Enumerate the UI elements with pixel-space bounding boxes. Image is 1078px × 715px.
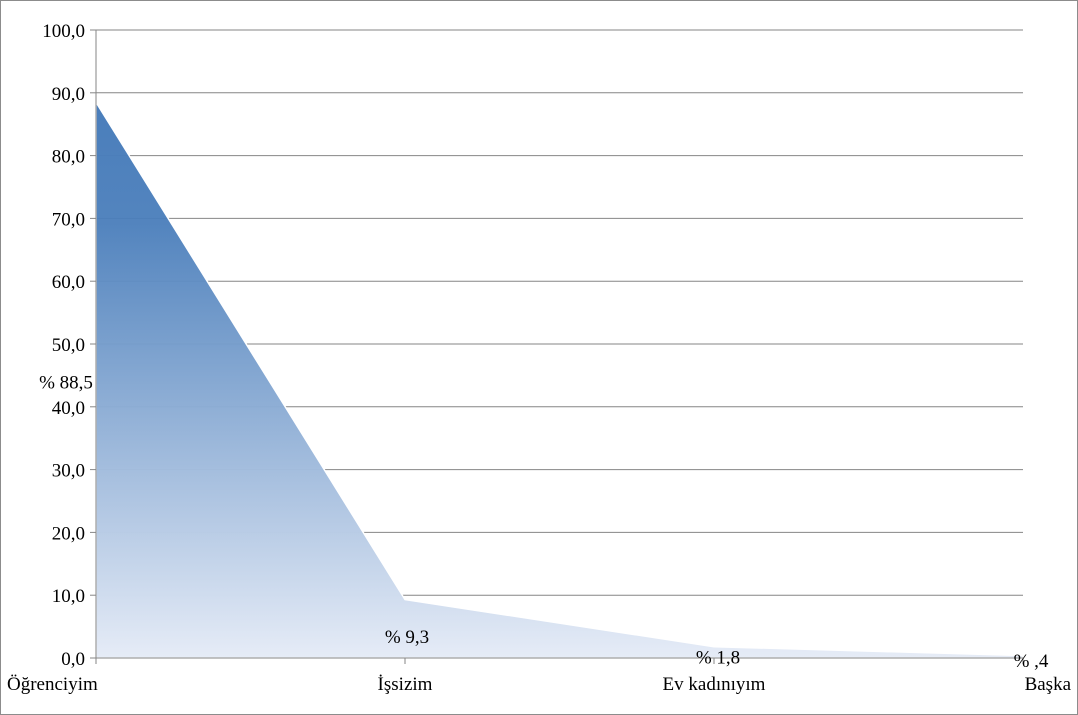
y-tick-label: 10,0 xyxy=(52,586,85,607)
y-tick-label: 90,0 xyxy=(52,84,85,105)
x-category-label: İşsizim xyxy=(378,674,433,695)
y-tick-label: 20,0 xyxy=(52,523,85,544)
y-tick-label: 80,0 xyxy=(52,147,85,168)
x-category-label: Ev kadınıyım xyxy=(663,674,766,695)
y-tick-label: 0,0 xyxy=(61,649,85,670)
data-label: % 1,8 xyxy=(696,648,740,669)
x-category-label: Öğrenciyim xyxy=(7,674,98,695)
data-label: % 88,5 xyxy=(39,373,93,394)
data-label: % ,4 xyxy=(1014,651,1049,672)
data-label: % 9,3 xyxy=(385,627,429,648)
area-series-fill xyxy=(96,102,1023,658)
y-axis-tick-labels: 0,0 10,0 20,0 30,0 40,0 50,0 60,0 70,0 80,0 90,0 1… xyxy=(42,21,85,670)
x-category-label: Başka xyxy=(1025,674,1072,695)
y-tick-label: 40,0 xyxy=(52,398,85,419)
y-tick-label: 30,0 xyxy=(52,461,85,482)
area-series xyxy=(95,101,1025,658)
y-tick-label: 100,0 xyxy=(42,21,85,42)
y-tick-label: 50,0 xyxy=(52,335,85,356)
data-point xyxy=(404,598,407,601)
x-axis-category-labels: Öğrenciyim İşsizim Ev kadınıyım Başka xyxy=(7,674,1072,695)
y-tick-label: 60,0 xyxy=(52,272,85,293)
y-tick-label: 70,0 xyxy=(52,209,85,230)
